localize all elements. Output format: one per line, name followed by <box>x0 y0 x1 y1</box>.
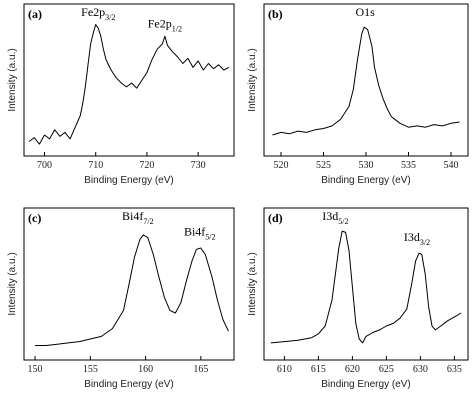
x-tick-label: 720 <box>139 160 154 171</box>
x-axis-label: Binding Energy (eV) <box>84 175 174 186</box>
x-tick-label: 710 <box>88 160 103 171</box>
peak-label: I3d5/2 <box>322 209 348 226</box>
spectrum-line <box>35 234 229 346</box>
spectrum-line <box>28 24 230 145</box>
x-tick-label: 165 <box>193 364 208 375</box>
peak-label: Fe2p1/2 <box>148 17 182 34</box>
peak-label: Bi4f5/2 <box>184 225 216 242</box>
x-tick-label: 150 <box>28 364 43 375</box>
panel-3: 610 615 620 625 630 635 Binding Energy (eV) Int… <box>247 207 469 390</box>
x-tick-label: 700 <box>37 160 52 171</box>
x-axis-label: Binding Energy (eV) <box>321 175 411 186</box>
peak-label: Fe2p3/2 <box>81 5 115 22</box>
x-tick-label: 620 <box>345 364 360 375</box>
peak-label: I3d3/2 <box>404 230 430 247</box>
spectrum-line <box>270 230 462 344</box>
panel-label: (a) <box>28 7 42 21</box>
x-tick-label: 615 <box>311 364 326 375</box>
plot-frame <box>23 3 235 157</box>
x-tick-label: 155 <box>83 364 98 375</box>
x-tick-label: 610 <box>277 364 292 375</box>
peak-label: Bi4f7/2 <box>122 209 154 226</box>
plot-frame <box>263 207 469 361</box>
x-axis-label: Binding Energy (eV) <box>321 379 411 390</box>
plot-frame <box>263 3 469 157</box>
x-tick-label: 535 <box>401 160 416 171</box>
panel-1: 520 525 530 535 540 Binding Energy (eV) Intens… <box>247 3 469 186</box>
plot-frame <box>23 207 235 361</box>
panel-label: (d) <box>268 211 283 225</box>
y-axis-label: Intensity (a.u.) <box>7 252 18 315</box>
panel-label: (c) <box>28 211 41 225</box>
panel-label: (b) <box>268 7 283 21</box>
panel-2: 150 155 160 165 Binding Energy (eV) Intensity… <box>7 207 235 390</box>
x-tick-label: 730 <box>191 160 206 171</box>
y-axis-label: Intensity (a.u.) <box>247 48 258 111</box>
x-tick-label: 625 <box>379 364 394 375</box>
x-tick-label: 635 <box>447 364 462 375</box>
x-tick-label: 160 <box>138 364 153 375</box>
y-axis-label: Intensity (a.u.) <box>247 252 258 315</box>
x-tick-label: 530 <box>359 160 374 171</box>
x-axis-label: Binding Energy (eV) <box>84 379 174 390</box>
peak-label: O1s <box>355 5 375 19</box>
x-tick-label: 540 <box>444 160 459 171</box>
x-tick-label: 630 <box>413 364 428 375</box>
panel-0: 700 710 720 730 Binding Energy (eV) Intensity… <box>7 3 235 186</box>
y-axis-label: Intensity (a.u.) <box>7 48 18 111</box>
spectrum-line <box>272 26 460 136</box>
x-tick-label: 520 <box>274 160 289 171</box>
x-tick-label: 525 <box>316 160 331 171</box>
